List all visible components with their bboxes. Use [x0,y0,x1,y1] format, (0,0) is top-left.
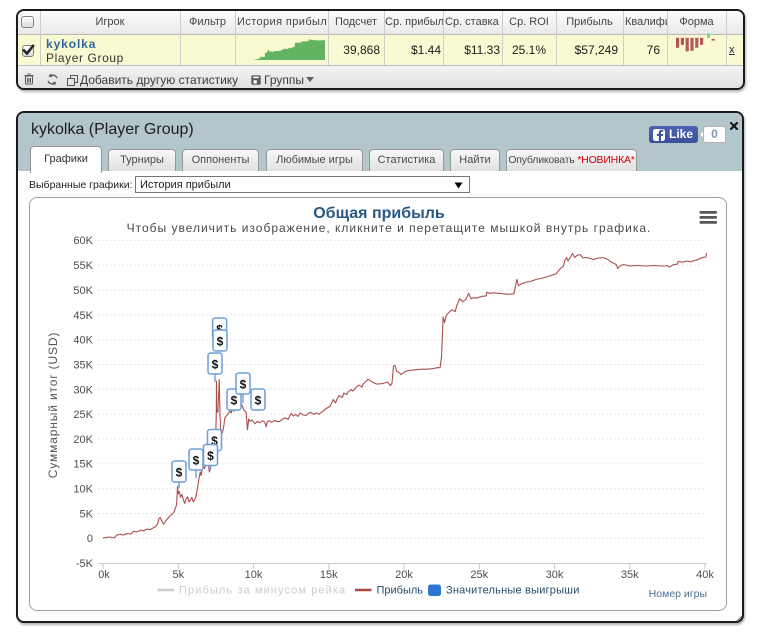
svg-text:35k: 35k [621,569,639,581]
svg-text:$: $ [207,449,214,463]
svg-text:$: $ [176,466,183,480]
svg-text:25K: 25K [73,409,93,421]
svg-text:0k: 0k [98,569,110,581]
svg-text:30K: 30K [73,385,93,397]
svg-text:15K: 15K [73,459,93,471]
svg-text:0: 0 [87,533,93,545]
svg-text:$: $ [212,358,219,372]
svg-text:Значительные выигрыши: Значительные выигрыши [446,585,580,597]
svg-text:50K: 50K [73,285,93,297]
svg-text:55K: 55K [73,260,93,272]
svg-text:15k: 15k [320,569,338,581]
svg-text:45K: 45K [73,310,93,322]
svg-text:40k: 40k [696,569,714,581]
svg-text:40K: 40K [73,335,93,347]
svg-text:$: $ [217,335,224,349]
svg-text:$: $ [255,394,262,408]
svg-text:60K: 60K [73,235,93,247]
svg-text:Прибыль за минусом рейка: Прибыль за минусом рейка [179,585,346,597]
svg-text:25k: 25k [470,569,488,581]
svg-text:$: $ [231,394,238,408]
svg-text:$: $ [193,454,200,468]
svg-text:Суммарный итог (USD): Суммарный итог (USD) [46,332,60,478]
svg-text:10K: 10K [73,484,93,496]
svg-text:20k: 20k [395,569,413,581]
svg-text:Чтобы увеличить изображение, к: Чтобы увеличить изображение, кликните и … [127,221,652,235]
svg-text:30k: 30k [546,569,564,581]
svg-text:35K: 35K [73,360,93,372]
svg-text:5K: 5K [80,509,94,521]
svg-text:Общая прибыль: Общая прибыль [313,205,445,222]
svg-text:-5K: -5K [76,558,94,570]
svg-text:5k: 5k [172,569,184,581]
svg-text:Номер игры: Номер игры [649,588,707,600]
svg-text:$: $ [211,434,218,448]
svg-text:10k: 10k [245,569,263,581]
svg-text:20K: 20K [73,434,93,446]
svg-text:Прибыль: Прибыль [377,585,424,597]
svg-text:$: $ [240,378,247,392]
